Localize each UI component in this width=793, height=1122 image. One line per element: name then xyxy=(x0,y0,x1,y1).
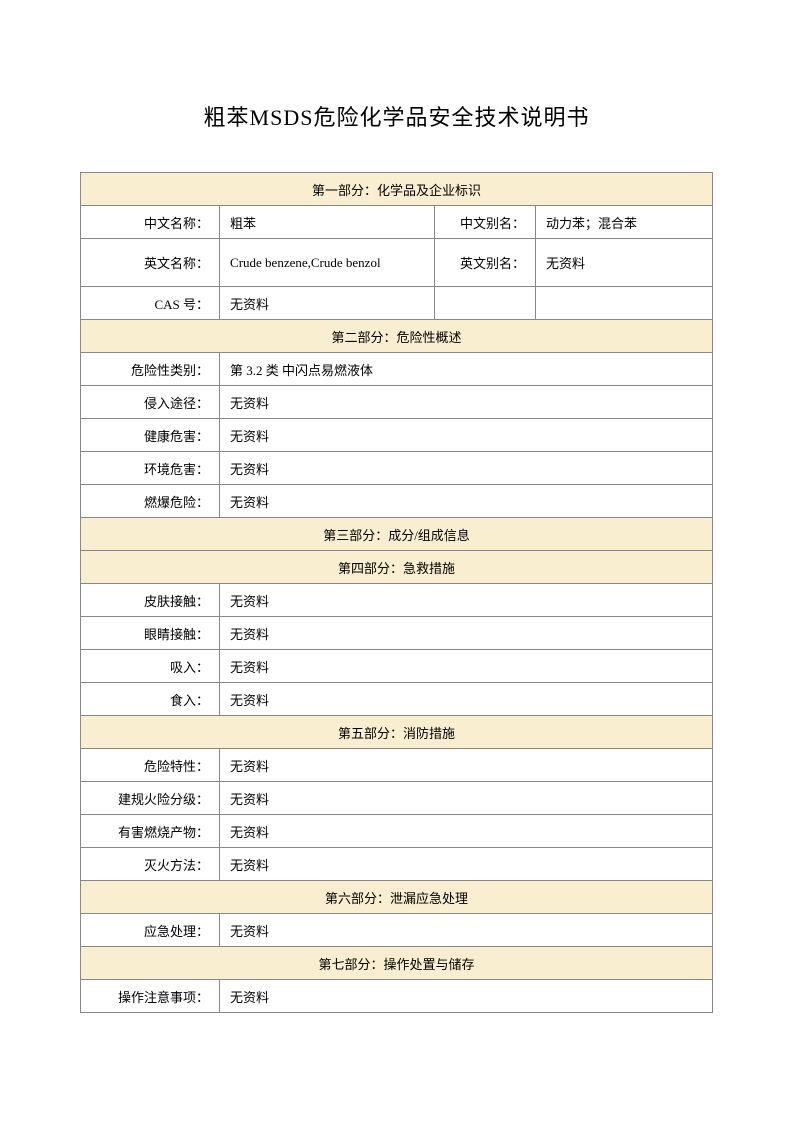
table-row: 食入： 无资料 xyxy=(81,683,713,716)
label-extinguish-method: 灭火方法： xyxy=(81,848,220,881)
label-skin-contact: 皮肤接触： xyxy=(81,584,220,617)
label-chinese-name: 中文名称： xyxy=(81,206,220,239)
table-row: 皮肤接触： 无资料 xyxy=(81,584,713,617)
document-title: 粗苯MSDS危险化学品安全技术说明书 xyxy=(80,100,713,132)
value-entry-route: 无资料 xyxy=(220,386,713,419)
label-empty xyxy=(434,287,535,320)
label-health-hazard: 健康危害： xyxy=(81,419,220,452)
msds-table: 第一部分：化学品及企业标识 中文名称： 粗苯 中文别名： 动力苯；混合苯 英文名… xyxy=(80,172,713,1013)
table-row: 英文名称： Crude benzene,Crude benzol 英文别名： 无… xyxy=(81,239,713,287)
table-row: 危险特性： 无资料 xyxy=(81,749,713,782)
value-empty xyxy=(536,287,713,320)
value-chinese-alias: 动力苯；混合苯 xyxy=(536,206,713,239)
value-emergency-handling: 无资料 xyxy=(220,914,713,947)
value-health-hazard: 无资料 xyxy=(220,419,713,452)
value-english-name: Crude benzene,Crude benzol xyxy=(220,239,435,287)
label-eye-contact: 眼睛接触： xyxy=(81,617,220,650)
label-hazard-category: 危险性类别： xyxy=(81,353,220,386)
value-combustion-products: 无资料 xyxy=(220,815,713,848)
section-5-header: 第五部分：消防措施 xyxy=(81,716,713,749)
table-row: 应急处理： 无资料 xyxy=(81,914,713,947)
table-row: 危险性类别： 第 3.2 类 中闪点易燃液体 xyxy=(81,353,713,386)
table-row: 建规火险分级： 无资料 xyxy=(81,782,713,815)
value-ingestion: 无资料 xyxy=(220,683,713,716)
label-ingestion: 食入： xyxy=(81,683,220,716)
label-explosion-hazard: 燃爆危险： xyxy=(81,485,220,518)
value-skin-contact: 无资料 xyxy=(220,584,713,617)
label-cas-number: CAS 号： xyxy=(81,287,220,320)
label-fire-rating: 建规火险分级： xyxy=(81,782,220,815)
table-row: 灭火方法： 无资料 xyxy=(81,848,713,881)
table-row: 中文名称： 粗苯 中文别名： 动力苯；混合苯 xyxy=(81,206,713,239)
section-3-header: 第三部分：成分/组成信息 xyxy=(81,518,713,551)
value-hazard-category: 第 3.2 类 中闪点易燃液体 xyxy=(220,353,713,386)
value-cas-number: 无资料 xyxy=(220,287,435,320)
label-chinese-alias: 中文别名： xyxy=(434,206,535,239)
table-row: 操作注意事项： 无资料 xyxy=(81,980,713,1013)
table-row: 有害燃烧产物： 无资料 xyxy=(81,815,713,848)
label-hazard-char: 危险特性： xyxy=(81,749,220,782)
label-combustion-products: 有害燃烧产物： xyxy=(81,815,220,848)
section-7-header: 第七部分：操作处置与储存 xyxy=(81,947,713,980)
value-english-alias: 无资料 xyxy=(536,239,713,287)
value-hazard-char: 无资料 xyxy=(220,749,713,782)
table-row: CAS 号： 无资料 xyxy=(81,287,713,320)
table-row: 环境危害： 无资料 xyxy=(81,452,713,485)
value-eye-contact: 无资料 xyxy=(220,617,713,650)
table-row: 眼睛接触： 无资料 xyxy=(81,617,713,650)
value-env-hazard: 无资料 xyxy=(220,452,713,485)
section-2-header: 第二部分：危险性概述 xyxy=(81,320,713,353)
label-english-name: 英文名称： xyxy=(81,239,220,287)
value-explosion-hazard: 无资料 xyxy=(220,485,713,518)
table-row: 燃爆危险： 无资料 xyxy=(81,485,713,518)
value-fire-rating: 无资料 xyxy=(220,782,713,815)
label-env-hazard: 环境危害： xyxy=(81,452,220,485)
value-inhalation: 无资料 xyxy=(220,650,713,683)
label-handling-precautions: 操作注意事项： xyxy=(81,980,220,1013)
label-english-alias: 英文别名： xyxy=(434,239,535,287)
section-4-header: 第四部分：急救措施 xyxy=(81,551,713,584)
value-chinese-name: 粗苯 xyxy=(220,206,435,239)
section-1-header: 第一部分：化学品及企业标识 xyxy=(81,173,713,206)
label-inhalation: 吸入： xyxy=(81,650,220,683)
label-emergency-handling: 应急处理： xyxy=(81,914,220,947)
section-6-header: 第六部分：泄漏应急处理 xyxy=(81,881,713,914)
table-row: 吸入： 无资料 xyxy=(81,650,713,683)
table-row: 侵入途径： 无资料 xyxy=(81,386,713,419)
label-entry-route: 侵入途径： xyxy=(81,386,220,419)
table-row: 健康危害： 无资料 xyxy=(81,419,713,452)
value-handling-precautions: 无资料 xyxy=(220,980,713,1013)
value-extinguish-method: 无资料 xyxy=(220,848,713,881)
